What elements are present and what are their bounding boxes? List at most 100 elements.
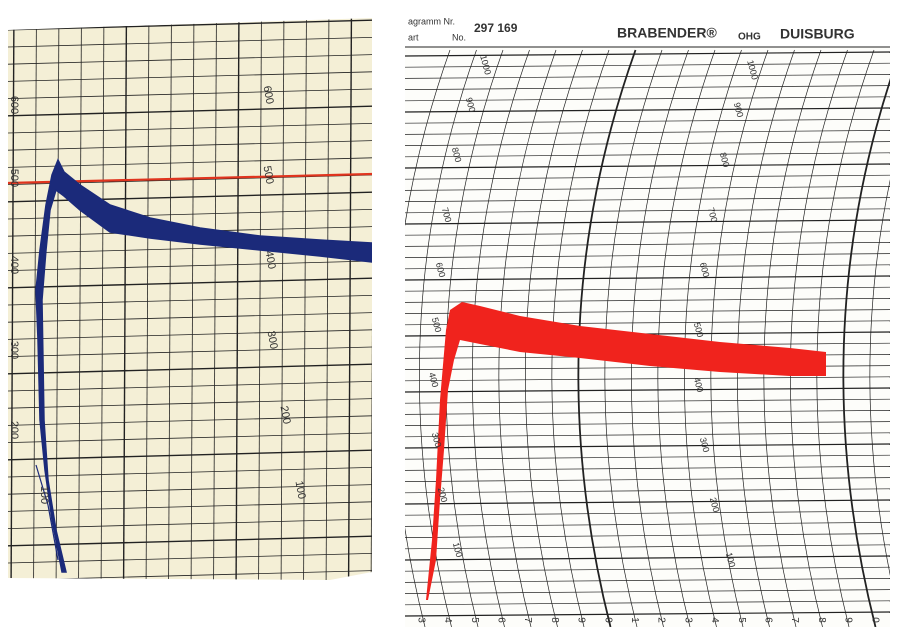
grid-line [405,152,890,158]
grid-line [405,163,890,169]
time-digit: 7 [789,617,800,623]
grid-line [8,19,372,31]
time-digit: 5 [469,617,480,623]
city: DUISBURG [780,26,855,42]
grid-arc [405,49,451,627]
scale-label: 500 [261,165,276,185]
grid-line [405,286,890,292]
grid-line [405,51,890,57]
time-digit: 7 [522,617,533,623]
grid-line [8,484,372,495]
trace-red [426,302,826,600]
grid-line [235,18,240,580]
scale-label: 400 [263,250,278,270]
left-paper: 600 500 400 300 200 100 600 500 400 300 200 100 [0,18,380,598]
time-digit: 9 [843,617,854,623]
grid-line [405,454,890,460]
grid-line [405,219,890,225]
time-digit: 4 [709,617,720,623]
scale-label: 100 [724,551,738,568]
scale-label: 500 [692,321,706,338]
scale-label: 500 [430,316,444,333]
grid-line [78,18,82,580]
grid-line [0,588,380,598]
grid-line [405,600,890,606]
grid-line [405,96,890,102]
grid-line [8,157,372,168]
scale-label: 900 [732,101,746,118]
grid-line [405,589,890,594]
grid-line [405,578,890,583]
grid-line [258,18,262,580]
scale-label: 900 [464,96,478,113]
trace-start [35,464,59,561]
grid-line [405,275,890,281]
grid-line [405,298,890,303]
grid-line [145,18,150,580]
scale-label: 700 [440,206,454,223]
grid-line [8,398,372,409]
scale-label: 400 [427,371,441,388]
scale-label: 800 [450,146,464,163]
grid-line [405,510,890,516]
grid-line [405,611,890,617]
grid-line [405,141,890,146]
grid-line [8,140,372,151]
time-digit: 3 [682,617,693,623]
grid-line [8,466,372,478]
grid-line [55,18,60,580]
grid-line [8,122,372,134]
grid-line [8,449,372,461]
trace-blue [35,158,372,573]
scale-label: 400 [692,376,706,393]
grid-line [8,191,372,203]
scale-label: 100 [38,486,50,504]
grid-line [405,432,890,438]
grid-line [8,415,372,426]
grid-arc [684,49,742,627]
grid-line [405,499,890,505]
grid-line [405,230,890,236]
grid-arc [790,49,848,627]
grid-arc [842,78,890,627]
scale-label: 300 [8,341,20,359]
grid-line [8,294,372,306]
grid-line [405,398,890,404]
scale-label: 200 [278,405,293,425]
grid-line [213,18,217,580]
grid-line [405,242,890,247]
time-digit: 8 [549,617,560,623]
form-label: art [408,32,419,42]
scale-label: 100 [293,480,308,500]
grid-arc [816,49,875,627]
grid-line [8,54,372,65]
grid-line [405,118,890,124]
grid-line [280,18,285,580]
grid-line [405,376,890,382]
scale-label: 200 [8,421,20,439]
grid-line [405,387,890,393]
time-digit: 5 [736,617,747,623]
right-paper: agramm Nr. art No. 297 169 BRABENDER® OH… [405,15,890,627]
grid-line [8,105,372,117]
grid-line [8,329,372,340]
time-digit: 2 [656,617,667,623]
grid-line [8,71,372,82]
chart-number: 297 169 [474,21,518,35]
grid-line [8,260,372,272]
grid-arc [869,179,890,576]
time-digit: 4 [442,617,453,623]
grid-line [8,363,372,375]
grid-line [33,18,37,580]
grid-line [8,277,372,289]
grid-line [347,18,353,580]
grid-line [8,535,372,547]
time-digit: 3 [415,617,426,623]
grid-line [122,18,128,580]
scale-label: 100 [451,541,465,558]
scale-label: 600 [698,261,712,278]
grid-line [8,501,372,512]
scale-label: 600 [261,85,276,105]
grid-line [405,555,890,561]
form-label: agramm Nr. [408,16,455,26]
